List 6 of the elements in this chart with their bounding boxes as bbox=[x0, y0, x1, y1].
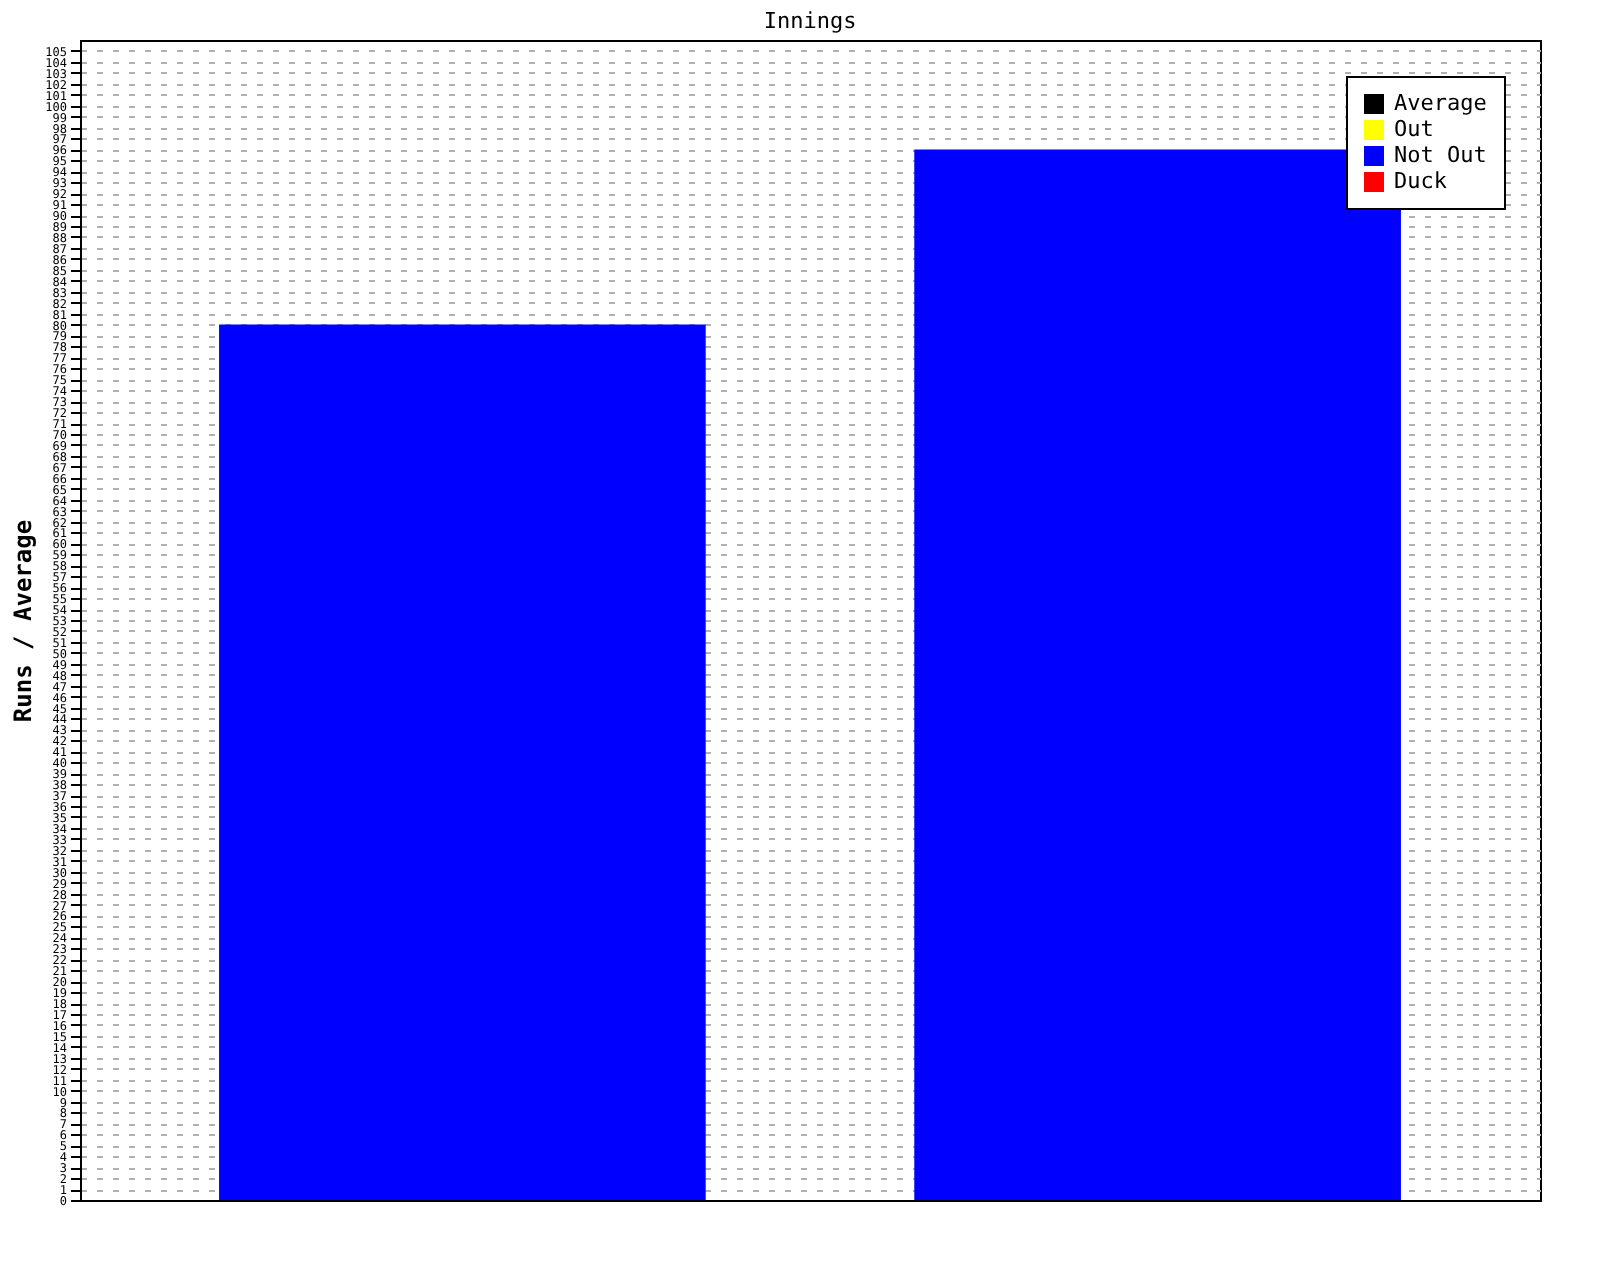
y-axis-title: Runs / Average bbox=[9, 519, 38, 723]
legend-label: Not Out bbox=[1394, 142, 1487, 168]
legend-label: Out bbox=[1394, 116, 1434, 142]
legend-label: Duck bbox=[1394, 168, 1448, 194]
legend-label: Average bbox=[1394, 90, 1487, 116]
chart-title: Innings bbox=[763, 8, 857, 34]
